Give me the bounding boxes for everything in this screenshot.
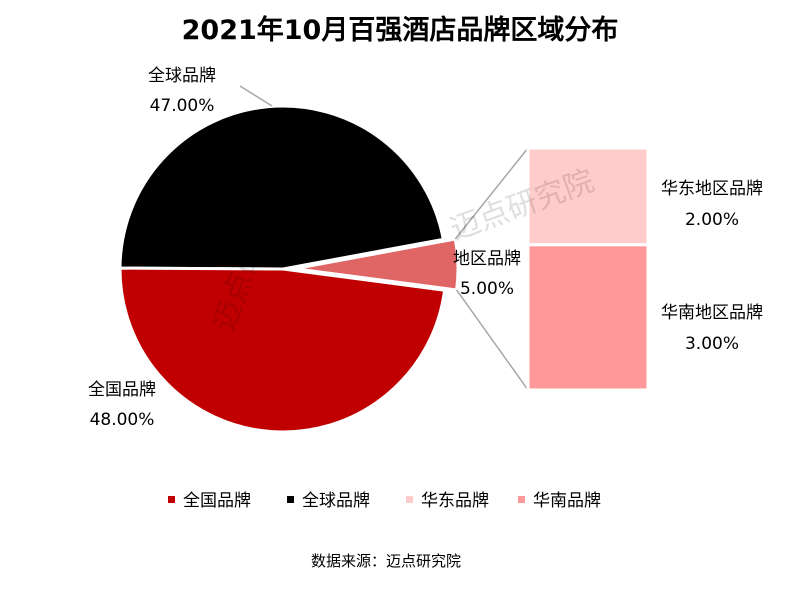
- legend-label-national: 全国品牌: [183, 491, 251, 511]
- slice-label-regional: 地区品牌: [453, 249, 521, 269]
- pie-slice-regional: [294, 237, 460, 292]
- legend-swatch-national: [168, 496, 175, 503]
- connector-line-top: [454, 147, 529, 240]
- slice-label-national: 全国品牌: [88, 380, 156, 400]
- connector-line-bottom: [455, 289, 529, 391]
- slice-value-regional: 5.00%: [460, 279, 514, 299]
- source-note: 数据来源：迈点研究院: [311, 552, 461, 570]
- legend-label-south: 华南品牌: [533, 491, 601, 511]
- breakdown-bar-east: [526, 146, 650, 247]
- bar-value-east: 2.00%: [685, 210, 739, 230]
- breakdown-bars: [526, 146, 650, 392]
- legend: 全国品牌 全球品牌 华东品牌 华南品牌: [168, 491, 601, 511]
- connector-lines: [239, 85, 529, 391]
- slice-label-global: 全球品牌: [148, 66, 216, 86]
- slice-value-national: 48.00%: [90, 410, 155, 430]
- bar-label-south: 华南地区品牌: [661, 303, 763, 323]
- leader-line-global: [239, 85, 273, 107]
- bar-label-east: 华东地区品牌: [661, 179, 763, 199]
- pie-slices: [118, 104, 460, 434]
- legend-label-east: 华东品牌: [421, 491, 489, 511]
- legend-swatch-global: [287, 496, 294, 503]
- pie-slice-national: [118, 266, 447, 434]
- pie-slice-global: [118, 104, 446, 271]
- bar-value-south: 3.00%: [685, 334, 739, 354]
- legend-swatch-south: [518, 496, 525, 503]
- breakdown-bar-south: [526, 243, 650, 392]
- legend-swatch-east: [406, 496, 413, 503]
- legend-label-global: 全球品牌: [302, 491, 370, 511]
- slice-value-global: 47.00%: [150, 96, 215, 116]
- chart-title: 2021年10月百强酒店品牌区域分布: [182, 14, 619, 46]
